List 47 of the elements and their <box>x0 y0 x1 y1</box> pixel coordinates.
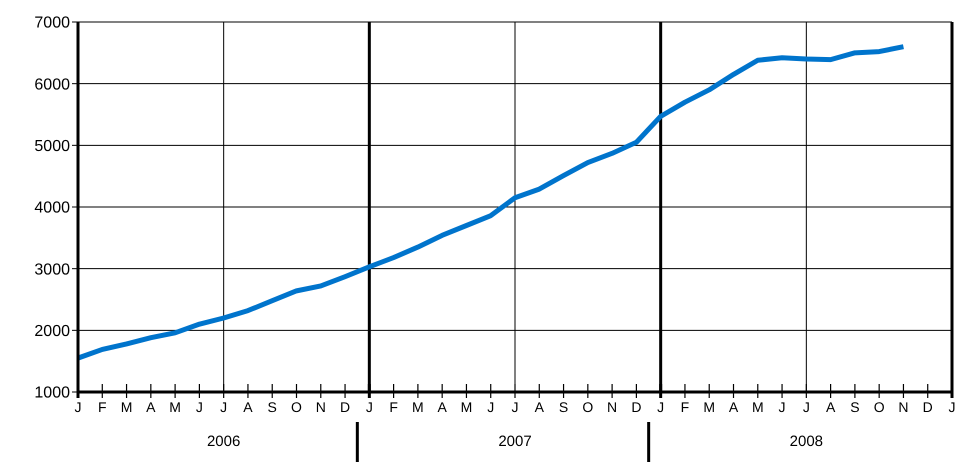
x-tick-label: O <box>874 399 885 415</box>
x-tick-label: J <box>512 399 518 415</box>
x-tick-label: A <box>437 399 448 415</box>
x-tick-label: S <box>850 399 860 415</box>
y-tick-label: 5000 <box>34 138 70 156</box>
text: 2007 <box>498 433 532 450</box>
x-tick-label: M <box>752 399 764 415</box>
x-tick-label: J <box>657 399 664 415</box>
y-tick-label: 3000 <box>34 261 70 278</box>
x-tick-label: O <box>291 399 302 415</box>
x-tick-label: F <box>680 399 690 415</box>
y-tick-label: 6000 <box>34 76 70 94</box>
x-tick-label: J <box>802 399 810 415</box>
x-tick-label: S <box>268 399 277 415</box>
x-tick-label: D <box>340 399 350 415</box>
x-tick-label: M <box>460 399 472 415</box>
x-tick-label: A <box>146 399 156 415</box>
y-tick-label: 1000 <box>34 384 70 402</box>
x-tick-label: J <box>366 399 373 415</box>
x-tick-label: N <box>316 399 326 415</box>
x-tick-label: A <box>243 399 254 415</box>
x-tick-label: J <box>74 399 82 415</box>
x-tick-label: O <box>582 399 594 415</box>
x-tick-label: A <box>534 399 545 415</box>
x-tick-label: F <box>389 399 398 415</box>
x-tick-label: J <box>220 399 228 415</box>
x-tick-label: J <box>778 399 786 415</box>
x-tick-label: S <box>558 399 568 415</box>
x-tick-label: F <box>98 399 107 415</box>
x-tick-label: J <box>948 399 956 415</box>
x-tick-label: D <box>922 399 933 415</box>
x-tick-label: J <box>487 399 494 415</box>
y-tick-label: 2000 <box>34 323 70 340</box>
y-tick-label: 4000 <box>34 200 70 217</box>
x-tick-label: D <box>631 399 642 415</box>
x-tick-label: A <box>728 399 739 415</box>
x-tick-label: M <box>120 399 132 415</box>
x-tick-label: N <box>898 399 909 415</box>
x-tick-label: N <box>607 399 618 415</box>
y-tick-label: 7000 <box>34 14 70 32</box>
text: 2008 <box>790 433 824 450</box>
x-tick-label: M <box>169 399 181 415</box>
x-tick-label: M <box>412 399 424 415</box>
x-tick-label: A <box>826 399 836 415</box>
x-tick-label: M <box>703 399 716 415</box>
text: 2006 <box>206 433 240 450</box>
x-tick-label: J <box>196 399 203 415</box>
